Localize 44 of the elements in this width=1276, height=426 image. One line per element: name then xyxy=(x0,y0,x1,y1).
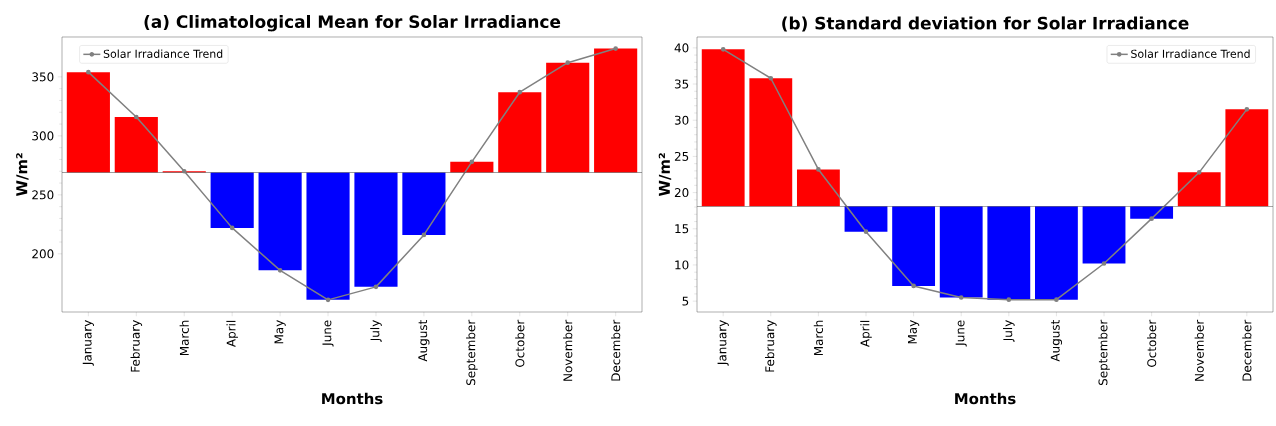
chart-title: (a) Climatological Mean for Solar Irradiance xyxy=(144,14,561,32)
x-axis-title: Months xyxy=(955,392,1016,405)
x-tick-label: December xyxy=(1242,319,1252,381)
x-tick-label: July xyxy=(370,320,382,342)
y-tick-label: 5 xyxy=(682,296,689,306)
x-tick-label: August xyxy=(418,320,430,362)
chart-title: (b) Standard deviation for Solar Irradiance xyxy=(782,16,1189,32)
x-tick-label: September xyxy=(1098,319,1110,386)
y-tick-label: 25 xyxy=(674,151,689,161)
x-tick-label: October xyxy=(515,319,525,367)
x-tick-label: July xyxy=(1003,320,1015,342)
legend-label: Solar Irradiance Trend xyxy=(103,49,223,58)
x-axis-title: Months xyxy=(322,392,383,405)
x-tick-label: April xyxy=(226,320,238,347)
x-tick-label: August xyxy=(1050,320,1063,362)
y-tick-label: 30 xyxy=(674,115,689,125)
x-tick-label: January xyxy=(717,320,729,366)
y-tick-label: 10 xyxy=(675,260,689,270)
x-tick-label: September xyxy=(466,319,478,386)
x-tick-label: February xyxy=(765,320,777,372)
x-tick-label: November xyxy=(563,319,573,381)
x-tick-label: May xyxy=(908,320,920,344)
legend-label: Solar Irradiance Trend xyxy=(1131,49,1250,58)
y-tick-label: 15 xyxy=(675,224,689,234)
x-tick-label: December xyxy=(611,319,621,381)
x-tick-label: March xyxy=(179,320,189,356)
y-tick-label: 20 xyxy=(674,188,689,198)
x-tick-label: May xyxy=(274,320,286,344)
x-tick-label: March xyxy=(813,320,824,356)
x-tick-label: April xyxy=(860,320,872,347)
x-tick-label: June xyxy=(955,320,967,347)
y-tick-label: 250 xyxy=(32,190,54,200)
x-tick-label: January xyxy=(82,320,94,366)
y-axis-title: W/m² xyxy=(16,153,29,197)
x-tick-label: October xyxy=(1147,319,1157,367)
y-tick-label: 35 xyxy=(674,79,689,89)
x-tick-label: November xyxy=(1194,319,1204,381)
y-axis-title: W/m² xyxy=(658,153,672,197)
x-tick-label: February xyxy=(130,320,143,372)
y-tick-label: 40 xyxy=(674,43,689,53)
x-tick-label: June xyxy=(322,320,334,347)
y-tick-label: 200 xyxy=(32,249,54,259)
y-tick-label: 350 xyxy=(32,72,54,82)
y-tick-label: 300 xyxy=(32,131,54,141)
